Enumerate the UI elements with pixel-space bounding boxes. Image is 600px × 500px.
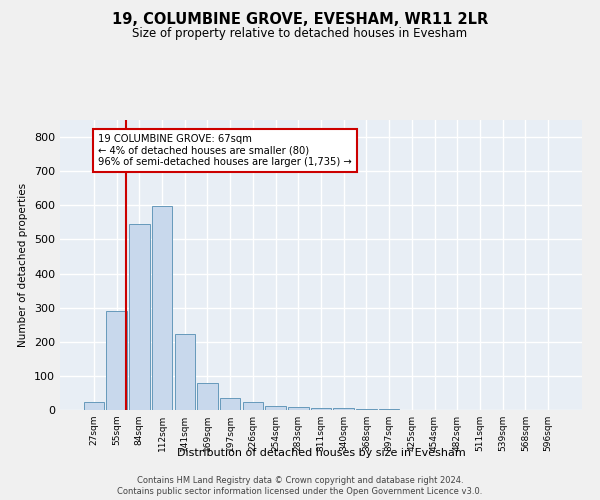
Y-axis label: Number of detached properties: Number of detached properties bbox=[19, 183, 28, 347]
Bar bbox=[311, 408, 331, 410]
Text: 19, COLUMBINE GROVE, EVESHAM, WR11 2LR: 19, COLUMBINE GROVE, EVESHAM, WR11 2LR bbox=[112, 12, 488, 28]
Text: Contains public sector information licensed under the Open Government Licence v3: Contains public sector information licen… bbox=[118, 488, 482, 496]
Bar bbox=[84, 402, 104, 410]
Bar bbox=[106, 311, 127, 410]
Bar bbox=[288, 406, 308, 410]
Bar bbox=[129, 224, 149, 410]
Bar bbox=[220, 398, 241, 410]
Bar bbox=[242, 402, 263, 410]
Bar bbox=[334, 408, 354, 410]
Bar bbox=[197, 382, 218, 410]
Text: Size of property relative to detached houses in Evesham: Size of property relative to detached ho… bbox=[133, 28, 467, 40]
Text: 19 COLUMBINE GROVE: 67sqm
← 4% of detached houses are smaller (80)
96% of semi-d: 19 COLUMBINE GROVE: 67sqm ← 4% of detach… bbox=[98, 134, 352, 167]
Bar bbox=[152, 206, 172, 410]
Text: Distribution of detached houses by size in Evesham: Distribution of detached houses by size … bbox=[176, 448, 466, 458]
Bar bbox=[175, 334, 195, 410]
Bar bbox=[265, 406, 286, 410]
Text: Contains HM Land Registry data © Crown copyright and database right 2024.: Contains HM Land Registry data © Crown c… bbox=[137, 476, 463, 485]
Bar bbox=[356, 409, 377, 410]
